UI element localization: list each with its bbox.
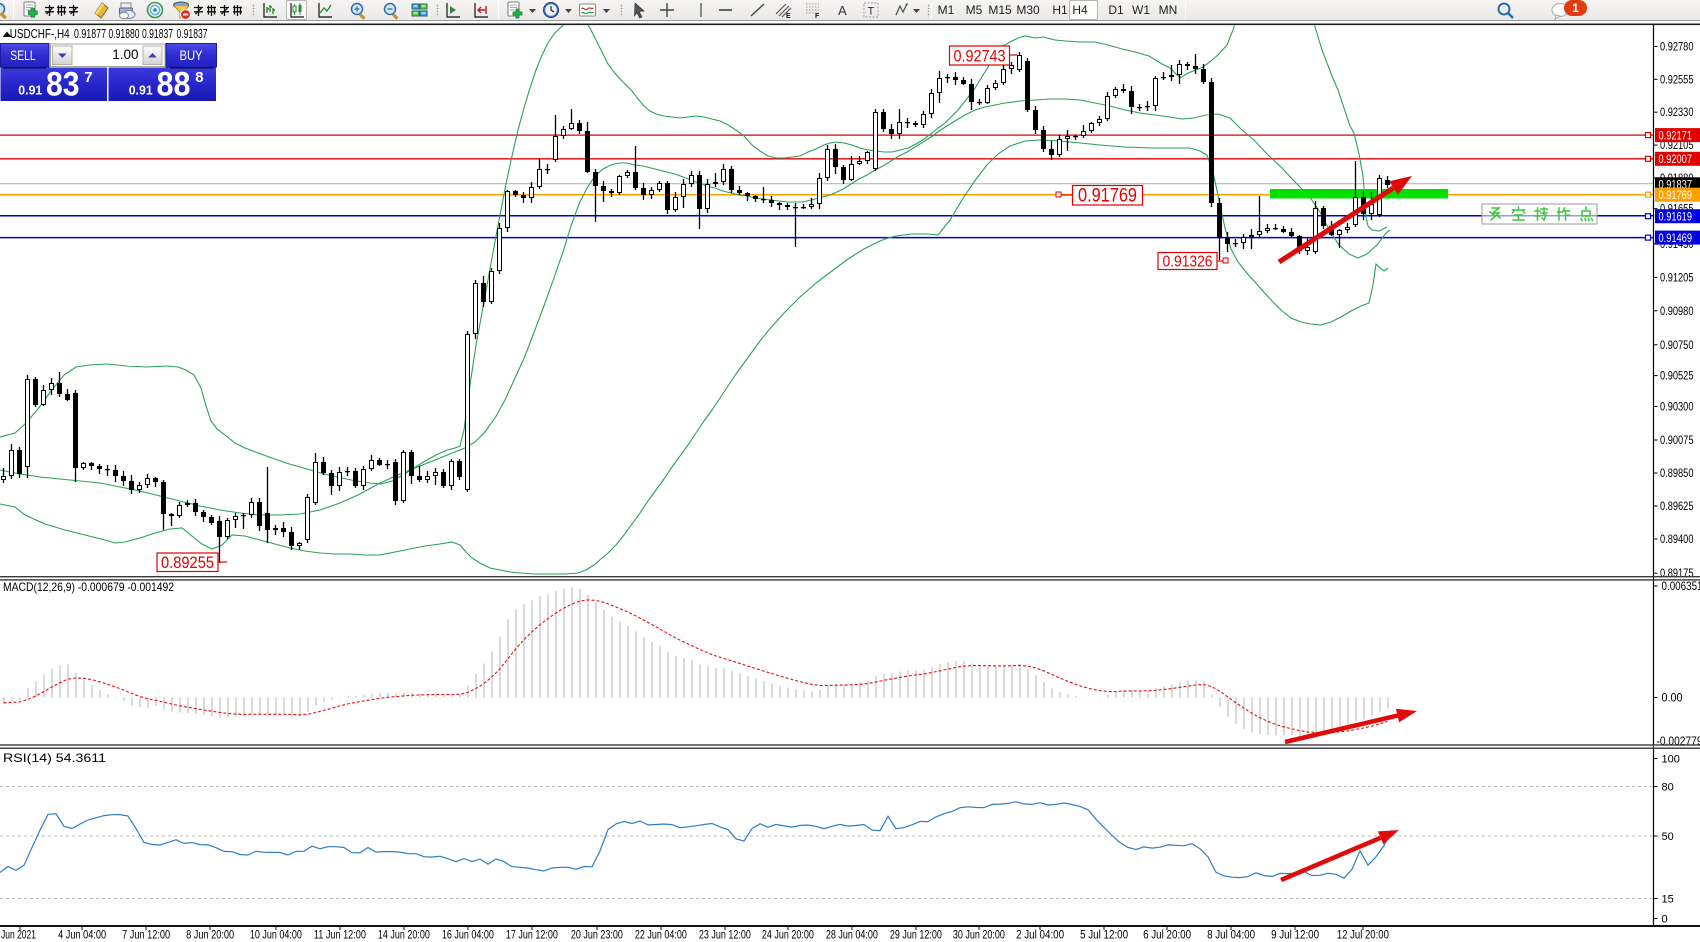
svg-text:T: T xyxy=(868,6,875,18)
svg-text:28 Jun 04:00: 28 Jun 04:00 xyxy=(826,930,878,942)
svg-text:5 Jul 12:00: 5 Jul 12:00 xyxy=(1080,930,1128,942)
svg-text:7 Jun 12:00: 7 Jun 12:00 xyxy=(122,930,170,942)
svg-text:0.90980: 0.90980 xyxy=(1660,306,1694,318)
svg-text:BUY: BUY xyxy=(180,48,203,63)
svg-text:0.92330: 0.92330 xyxy=(1660,107,1694,119)
svg-text:0.91877: 0.91877 xyxy=(74,26,106,41)
svg-text:0.92171: 0.92171 xyxy=(1659,130,1693,142)
svg-text:RSI(14) 54.3611: RSI(14) 54.3611 xyxy=(3,751,106,765)
svg-text:F: F xyxy=(815,13,820,20)
svg-text:12 Jul 20:00: 12 Jul 20:00 xyxy=(1337,930,1389,942)
svg-text:Jun 2021: Jun 2021 xyxy=(1,930,36,942)
svg-text:8 Jul 04:00: 8 Jul 04:00 xyxy=(1207,930,1255,942)
svg-text:4 Jun 04:00: 4 Jun 04:00 xyxy=(58,930,106,942)
svg-text:11 Jun 12:00: 11 Jun 12:00 xyxy=(314,930,366,942)
svg-text:0.90525: 0.90525 xyxy=(1660,371,1694,383)
svg-text:0.89175: 0.89175 xyxy=(1660,568,1694,580)
svg-text:23 Jun 12:00: 23 Jun 12:00 xyxy=(699,930,751,942)
svg-text:8 Jun 20:00: 8 Jun 20:00 xyxy=(186,930,234,942)
svg-text:0.91880: 0.91880 xyxy=(109,26,140,41)
svg-text:20 Jun 23:00: 20 Jun 23:00 xyxy=(571,930,623,942)
svg-text:0.90300: 0.90300 xyxy=(1660,401,1694,413)
svg-text:14 Jun 20:00: 14 Jun 20:00 xyxy=(378,930,430,942)
svg-text:80: 80 xyxy=(1662,782,1674,794)
svg-text:88: 88 xyxy=(157,65,191,103)
svg-text:0.90750: 0.90750 xyxy=(1660,340,1694,352)
svg-text:0.91205: 0.91205 xyxy=(1660,272,1694,284)
svg-text:0.006351: 0.006351 xyxy=(1662,581,1700,593)
svg-text:0.91769: 0.91769 xyxy=(1659,190,1693,202)
svg-text:0.89400: 0.89400 xyxy=(1660,534,1694,546)
svg-text:2 Jul 04:00: 2 Jul 04:00 xyxy=(1016,930,1064,942)
svg-text:-0.002779: -0.002779 xyxy=(1657,736,1700,748)
svg-text:0.92743: 0.92743 xyxy=(954,46,1006,65)
svg-text:0.89625: 0.89625 xyxy=(1660,501,1694,513)
svg-text:USDCHF-,H4: USDCHF-,H4 xyxy=(10,26,70,41)
svg-text:7: 7 xyxy=(84,69,92,86)
svg-text:22 Jun 04:00: 22 Jun 04:00 xyxy=(635,930,687,942)
svg-text:0.90075: 0.90075 xyxy=(1660,435,1694,447)
svg-text:0.89850: 0.89850 xyxy=(1660,468,1694,480)
svg-text:0.91837: 0.91837 xyxy=(142,26,173,41)
svg-text:83: 83 xyxy=(46,65,80,103)
svg-text:9 Jul 12:00: 9 Jul 12:00 xyxy=(1271,930,1319,942)
svg-text:6 Jul 20:00: 6 Jul 20:00 xyxy=(1143,930,1191,942)
svg-text:0.92105: 0.92105 xyxy=(1660,140,1694,152)
svg-text:0.91469: 0.91469 xyxy=(1659,233,1693,245)
svg-text:0.89255: 0.89255 xyxy=(161,553,214,572)
svg-text:0.92555: 0.92555 xyxy=(1660,74,1694,86)
svg-text:E: E xyxy=(786,13,791,20)
svg-text:0.91619: 0.91619 xyxy=(1659,211,1693,223)
svg-text:8: 8 xyxy=(195,69,203,86)
svg-text:30 Jun 20:00: 30 Jun 20:00 xyxy=(953,930,1005,942)
svg-text:16 Jun 04:00: 16 Jun 04:00 xyxy=(442,930,494,942)
svg-text:17 Jun 12:00: 17 Jun 12:00 xyxy=(506,930,558,942)
svg-text:0.92007: 0.92007 xyxy=(1659,154,1693,166)
svg-text:100: 100 xyxy=(1662,754,1680,766)
svg-text:0.91837: 0.91837 xyxy=(177,26,208,41)
svg-text:29 Jun 12:00: 29 Jun 12:00 xyxy=(890,930,942,942)
svg-text:0.92780: 0.92780 xyxy=(1660,41,1694,53)
svg-text:24 Jun 20:00: 24 Jun 20:00 xyxy=(762,930,814,942)
svg-text:15: 15 xyxy=(1662,894,1674,906)
svg-text:0.91: 0.91 xyxy=(129,84,153,98)
svg-text:0.00: 0.00 xyxy=(1662,693,1683,705)
svg-text:SELL: SELL xyxy=(10,48,36,63)
svg-text:0.91: 0.91 xyxy=(18,84,42,98)
svg-text:MACD(12,26,9) -0.000679 -0.001: MACD(12,26,9) -0.000679 -0.001492 xyxy=(3,580,174,594)
svg-text:1.00: 1.00 xyxy=(112,47,138,62)
svg-text:10 Jun 04:00: 10 Jun 04:00 xyxy=(250,930,302,942)
svg-text:0.91769: 0.91769 xyxy=(1078,186,1137,207)
svg-text:0.91326: 0.91326 xyxy=(1163,253,1213,270)
svg-text:0: 0 xyxy=(1662,914,1668,926)
svg-text:50: 50 xyxy=(1662,831,1674,843)
